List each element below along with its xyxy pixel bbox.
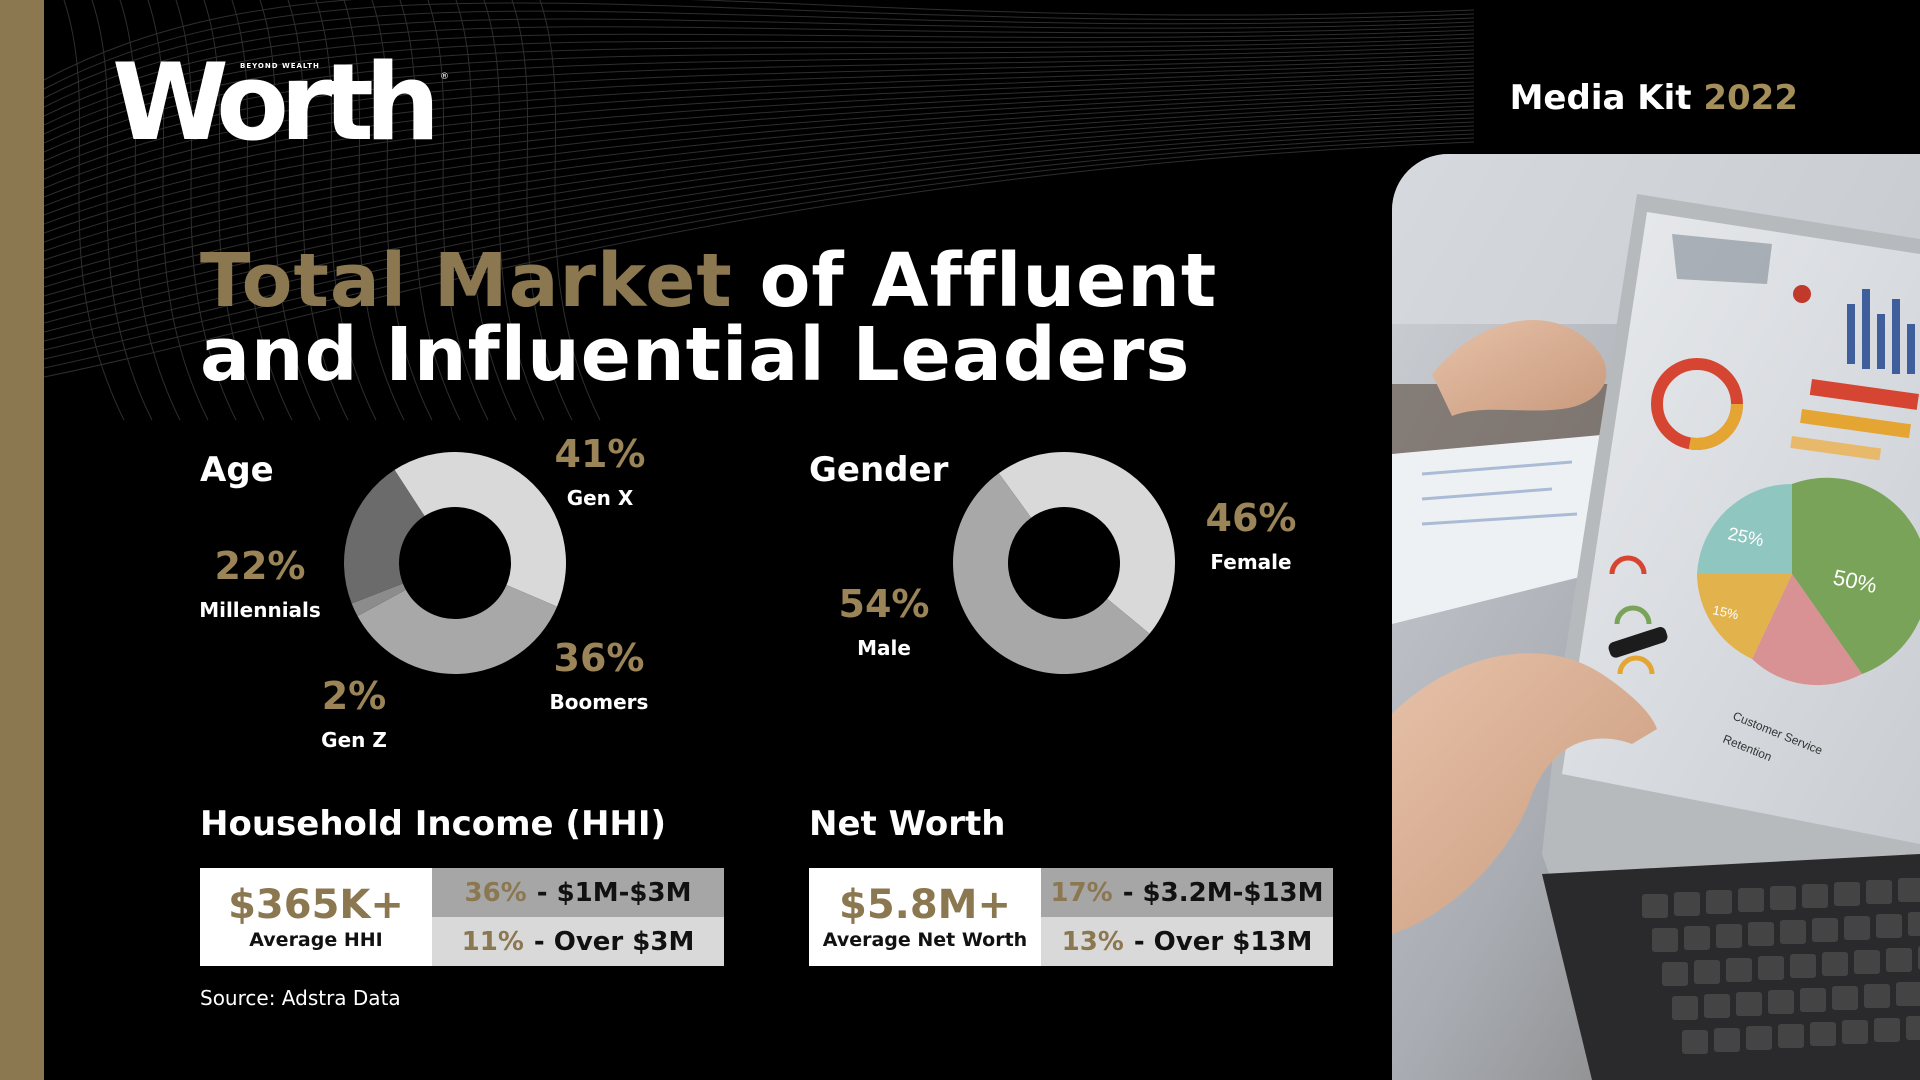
income-average-caption: Average HHI [249, 929, 383, 951]
income-row-2: 11% - Over $3M [432, 917, 724, 966]
laptop-photo: 50% 25% 15% Customer Service Retention [1392, 154, 1920, 1080]
income-row-1: 36% - $1M-$3M [432, 868, 724, 917]
gold-side-bar [0, 0, 44, 1080]
title-accent: Total Market [200, 238, 733, 324]
title-line2: and Influential Leaders [200, 312, 1191, 398]
age-chart-title: Age [200, 450, 274, 490]
networth-breakdown: 17% - $3.2M-$13M 13% - Over $13M [1041, 868, 1333, 966]
laptop-photo-illustration: 50% 25% 15% Customer Service Retention [1392, 154, 1920, 1080]
age-millennials-label: Millennials [199, 598, 321, 622]
donut-slice-gen-z [351, 583, 406, 617]
networth-row-1: 17% - $3.2M-$13M [1041, 868, 1333, 917]
page-title: Total Market of Affluent and Influential… [200, 244, 1217, 392]
media-kit-text: Media Kit [1509, 78, 1692, 118]
donut-slice-millennials [344, 469, 425, 604]
income-breakdown: 36% - $1M-$3M 11% - Over $3M [432, 868, 724, 966]
donut-slice-male [953, 473, 1150, 674]
networth-title: Net Worth [809, 804, 1006, 844]
income-row-2-pct: 11% [461, 926, 524, 957]
income-row-2-text: - Over $3M [533, 926, 695, 957]
age-genx-label: Gen X [566, 486, 634, 510]
paper-document [1392, 434, 1612, 624]
age-boomers-pct: 36% [553, 636, 645, 680]
networth-average-value: $5.8M+ [838, 882, 1011, 928]
gender-female-pct: 46% [1205, 496, 1297, 540]
donut-slice-gen-x [394, 452, 566, 607]
gender-donut-chart [953, 451, 1175, 674]
logo-registered-mark: ® [440, 72, 449, 82]
decorative-wave-lines [44, 0, 1474, 421]
income-row-1-pct: 36% [464, 877, 527, 908]
age-genz-pct: 2% [321, 674, 387, 718]
networth-row-2-pct: 13% [1061, 926, 1124, 957]
logo-wordmark: Worth [112, 41, 440, 164]
income-stat-box: $365K+ Average HHI 36% - $1M-$3M 11% - O… [200, 868, 724, 966]
source-note: Source: Adstra Data [200, 986, 401, 1010]
networth-row-2: 13% - Over $13M [1041, 917, 1333, 966]
donut-slice-boomers [357, 585, 558, 674]
age-boomers-label: Boomers [549, 690, 649, 714]
age-millennials-pct: 22% [214, 544, 306, 588]
networth-row-1-text: - $3.2M-$13M [1122, 877, 1324, 908]
media-kit-label: Media Kit 2022 [1510, 78, 1798, 118]
age-genz-label: Gen Z [321, 728, 387, 752]
income-row-1-text: - $1M-$3M [536, 877, 692, 908]
age-genx-pct: 41% [554, 432, 646, 476]
gender-female-label: Female [1210, 550, 1292, 574]
gender-chart-title: Gender [809, 450, 949, 490]
networth-average-panel: $5.8M+ Average Net Worth [809, 868, 1041, 966]
logo-tagline: BEYOND WEALTH [240, 62, 320, 70]
income-average-panel: $365K+ Average HHI [200, 868, 432, 966]
income-average-value: $365K+ [228, 882, 404, 928]
screen-label-15: 15% [1711, 602, 1740, 622]
hand-right [1392, 653, 1657, 934]
networth-stat-box: $5.8M+ Average Net Worth 17% - $3.2M-$13… [809, 868, 1333, 966]
title-line1-rest: of Affluent [759, 238, 1218, 324]
networth-row-2-text: - Over $13M [1133, 926, 1313, 957]
networth-row-1-pct: 17% [1050, 877, 1113, 908]
age-donut-chart [344, 452, 566, 674]
donut-slice-female [998, 451, 1175, 634]
gender-male-label: Male [857, 636, 911, 660]
worth-logo: Worth BEYOND WEALTH [112, 50, 452, 158]
screen-pie-chart: 50% 25% 15% [1697, 477, 1920, 686]
income-title: Household Income (HHI) [200, 804, 667, 844]
gender-male-pct: 54% [838, 582, 930, 626]
media-kit-year: 2022 [1703, 78, 1798, 118]
pen [1608, 627, 1668, 658]
networth-average-caption: Average Net Worth [822, 929, 1028, 951]
hand-left [1432, 320, 1607, 416]
